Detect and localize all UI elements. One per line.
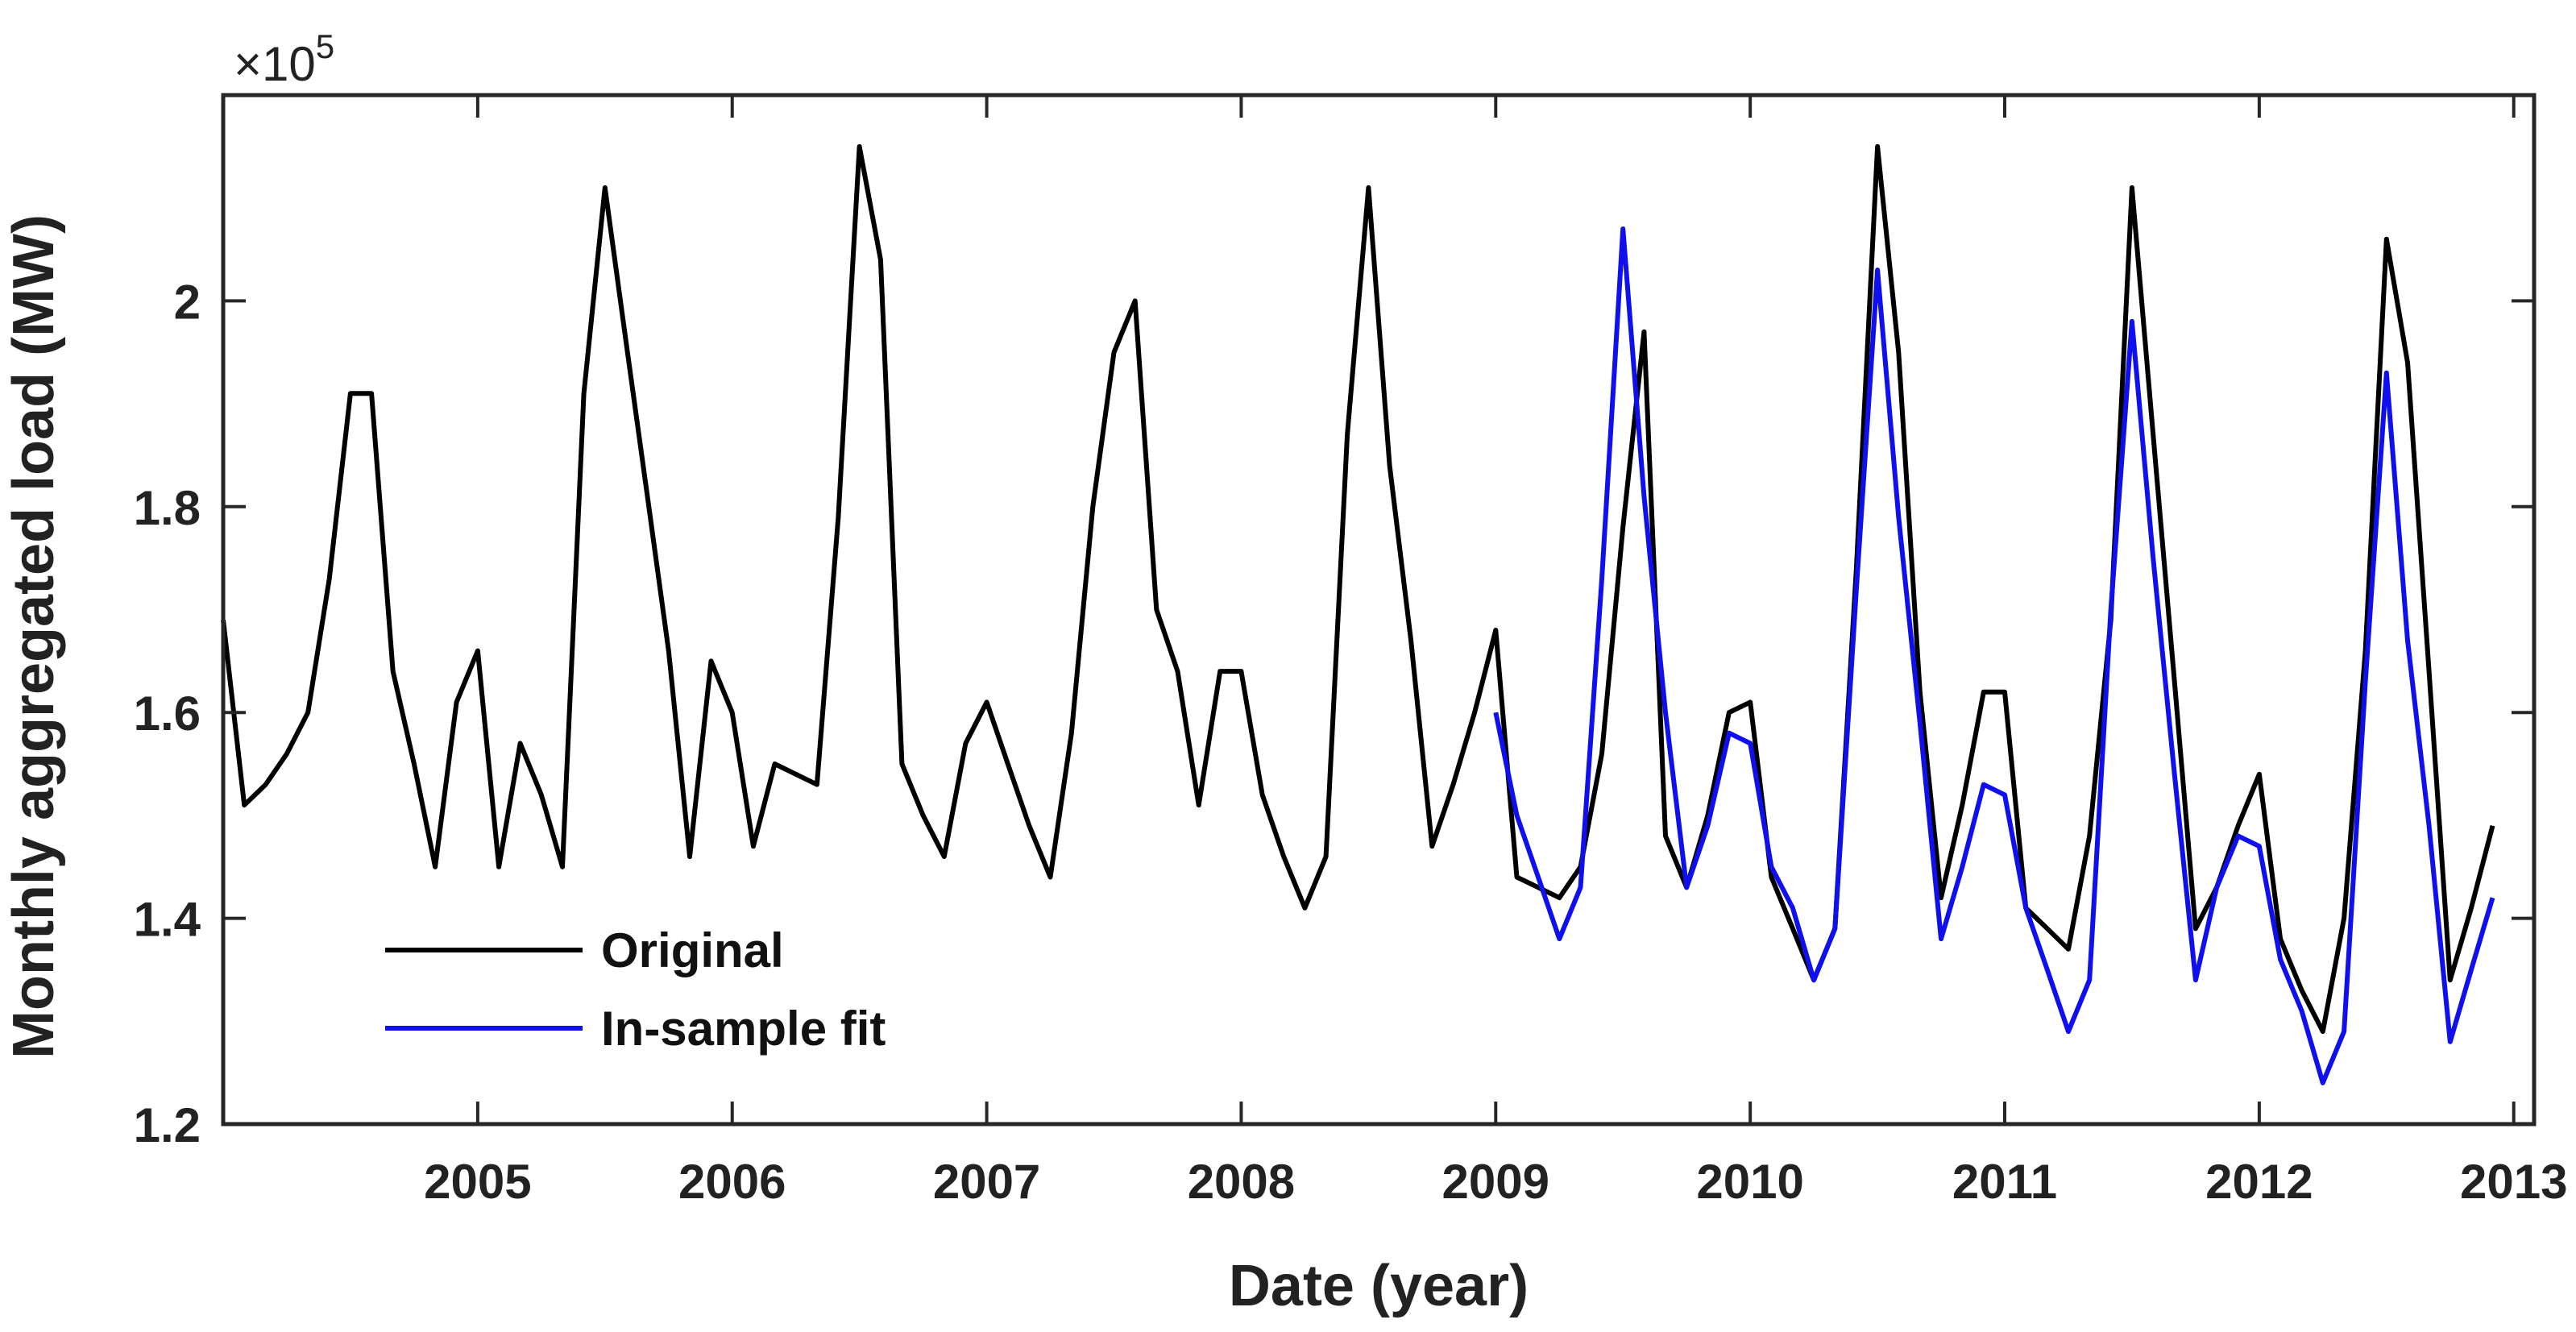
y-tick-label: 1.6 (134, 687, 201, 741)
legend-label-original: Original (601, 923, 784, 977)
x-tick-label: 2009 (1442, 1155, 1549, 1209)
series-layer (221, 143, 2495, 1085)
x-tick-label: 2005 (424, 1155, 531, 1209)
x-tick-label: 2008 (1188, 1155, 1295, 1209)
legend-label-in-sample-fit: In-sample fit (601, 1002, 886, 1056)
legend: Original In-sample fit (385, 923, 886, 1056)
x-tick-label: 2007 (933, 1155, 1040, 1209)
y-tick-label: 1.2 (134, 1098, 201, 1152)
y-axis-ticks: 1.2 1.4 1.6 1.8 2 (134, 275, 2534, 1152)
y-tick-label: 2 (174, 275, 201, 329)
x-tick-label: 2006 (678, 1155, 786, 1209)
series-line-in-sample-fit (1493, 226, 2495, 1085)
plot-area-frame (221, 93, 2537, 1127)
x-tick-label: 2010 (1696, 1155, 1803, 1209)
x-tick-label: 2013 (2460, 1155, 2567, 1209)
x-tick-label: 2012 (2205, 1155, 2313, 1209)
y-tick-label: 1.8 (134, 481, 201, 535)
x-axis-label: Date (year) (1229, 1254, 1529, 1318)
y-tick-label: 1.4 (134, 893, 201, 947)
y-exponent-base: ×10 (234, 37, 316, 91)
x-tick-label: 2011 (1952, 1155, 2057, 1209)
y-exponent-label: ×105 (234, 27, 334, 91)
y-axis-label: Monthly aggregated load (MW) (2, 214, 66, 1059)
x-axis-ticks: 2005 2006 2007 2008 2009 2010 2011 2012 2013 (424, 95, 2567, 1209)
y-exponent-power: 5 (316, 27, 334, 65)
